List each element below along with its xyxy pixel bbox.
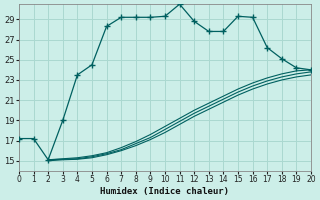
X-axis label: Humidex (Indice chaleur): Humidex (Indice chaleur): [100, 187, 229, 196]
